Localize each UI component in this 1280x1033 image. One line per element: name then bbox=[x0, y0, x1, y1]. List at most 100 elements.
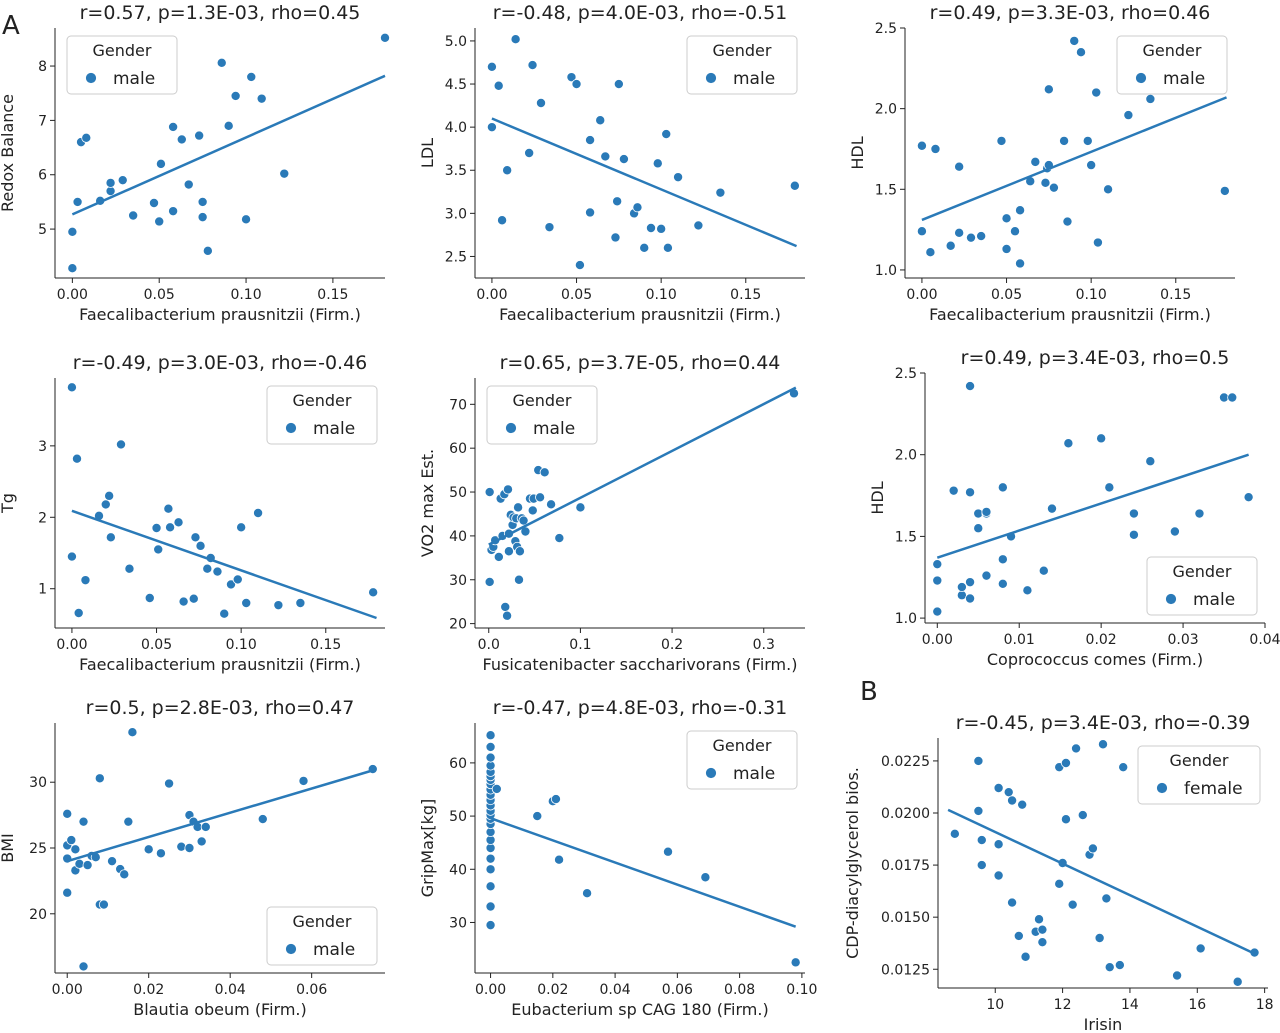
legend-label: male bbox=[1163, 69, 1205, 89]
x-tick-label: 0.2 bbox=[661, 637, 683, 653]
data-point bbox=[539, 467, 550, 478]
data-point bbox=[173, 517, 184, 528]
y-axis-label: BMI bbox=[0, 833, 17, 863]
legend: Gender male bbox=[1116, 35, 1228, 95]
regression-line bbox=[921, 96, 1228, 222]
data-point bbox=[1060, 814, 1071, 825]
data-point bbox=[153, 544, 164, 555]
data-point bbox=[127, 727, 138, 738]
data-point bbox=[67, 263, 78, 274]
data-point bbox=[502, 165, 513, 176]
data-point bbox=[715, 187, 726, 198]
y-tick-label: 50 bbox=[449, 485, 467, 501]
data-point bbox=[1128, 508, 1139, 519]
panel-label-b: B bbox=[860, 677, 878, 707]
x-tick-label: 0.15 bbox=[730, 287, 761, 303]
data-point bbox=[1101, 893, 1112, 904]
y-axis-label: LDL bbox=[418, 138, 437, 168]
data-point bbox=[273, 600, 284, 611]
data-point bbox=[178, 596, 189, 607]
data-point bbox=[652, 158, 663, 169]
legend-marker bbox=[505, 422, 517, 434]
y-tick-label: 3 bbox=[38, 439, 47, 455]
data-point bbox=[532, 811, 543, 822]
data-point bbox=[945, 240, 956, 251]
data-point bbox=[143, 844, 154, 855]
data-point bbox=[1194, 508, 1205, 519]
data-point bbox=[954, 161, 965, 172]
x-tick-label: 0.02 bbox=[133, 982, 164, 998]
data-point bbox=[948, 485, 959, 496]
data-point bbox=[155, 158, 166, 169]
x-tick-label: 18 bbox=[1256, 997, 1274, 1013]
data-point bbox=[107, 856, 118, 867]
legend-label: male bbox=[1193, 590, 1235, 610]
data-point bbox=[981, 570, 992, 581]
y-tick-label: 1.0 bbox=[875, 263, 897, 279]
y-tick-label: 60 bbox=[449, 441, 467, 457]
data-point bbox=[144, 593, 155, 604]
x-tick-label: 0.03 bbox=[1167, 632, 1198, 648]
data-point bbox=[485, 864, 496, 875]
legend-marker bbox=[1165, 593, 1177, 605]
data-point bbox=[168, 121, 179, 132]
data-point bbox=[610, 232, 621, 243]
legend-title: Gender bbox=[1170, 751, 1229, 770]
x-tick-label: 0.00 bbox=[906, 287, 937, 303]
y-tick-label: 0.0225 bbox=[881, 754, 930, 770]
legend-label: female bbox=[1184, 779, 1243, 799]
legend: Gender male bbox=[486, 385, 598, 445]
data-point bbox=[965, 487, 976, 498]
data-point bbox=[1091, 87, 1102, 98]
data-point bbox=[956, 582, 967, 593]
data-point bbox=[1043, 84, 1054, 95]
data-point bbox=[241, 214, 252, 225]
data-point bbox=[485, 752, 496, 763]
data-point bbox=[168, 206, 179, 217]
data-point bbox=[1015, 205, 1026, 216]
legend-box bbox=[1137, 745, 1261, 805]
data-point bbox=[1017, 799, 1028, 810]
data-point bbox=[639, 242, 650, 253]
chart-title: r=0.49, p=3.4E-03, rho=0.5 bbox=[961, 347, 1230, 369]
data-point bbox=[993, 870, 1004, 881]
legend-marker bbox=[705, 72, 717, 84]
data-point bbox=[100, 499, 111, 510]
data-point bbox=[632, 202, 643, 213]
legend-marker bbox=[285, 943, 297, 955]
x-tick-label: 0.05 bbox=[561, 287, 592, 303]
data-point bbox=[66, 551, 77, 562]
legend-label: male bbox=[733, 764, 775, 784]
y-axis-label: VO2 max Est. bbox=[418, 449, 437, 557]
chart-title: r=0.57, p=1.3E-03, rho=0.45 bbox=[80, 2, 361, 24]
data-point bbox=[513, 502, 524, 513]
data-point bbox=[497, 215, 508, 226]
y-tick-label: 30 bbox=[449, 573, 467, 589]
data-point bbox=[1169, 526, 1180, 537]
data-point bbox=[790, 957, 801, 968]
data-point bbox=[295, 598, 306, 609]
data-point bbox=[1104, 482, 1115, 493]
x-tick-label: 0.00 bbox=[475, 982, 506, 998]
x-tick-label: 0.08 bbox=[724, 982, 755, 998]
data-point bbox=[194, 130, 205, 141]
data-point bbox=[216, 57, 227, 68]
data-point bbox=[646, 222, 657, 233]
data-point bbox=[1145, 456, 1156, 467]
legend: Gender male bbox=[1146, 556, 1258, 616]
data-point bbox=[202, 563, 213, 574]
data-point bbox=[536, 98, 547, 109]
legend-marker bbox=[285, 422, 297, 434]
regression-line bbox=[71, 74, 386, 216]
data-point bbox=[66, 382, 77, 393]
data-point bbox=[993, 783, 1004, 794]
y-tick-label: 50 bbox=[449, 809, 467, 825]
data-point bbox=[148, 197, 159, 208]
chart-4: 0.00 0.05 0.10 0.15 1 2 3 r=-0.49, p=3.0E-03, r… bbox=[0, 352, 385, 674]
y-tick-label: 0.0125 bbox=[881, 962, 930, 978]
x-tick-label: 0.00 bbox=[922, 632, 953, 648]
y-tick-label: 8 bbox=[38, 59, 47, 75]
data-point bbox=[932, 559, 943, 570]
data-point bbox=[241, 598, 252, 609]
data-point bbox=[1086, 160, 1097, 171]
